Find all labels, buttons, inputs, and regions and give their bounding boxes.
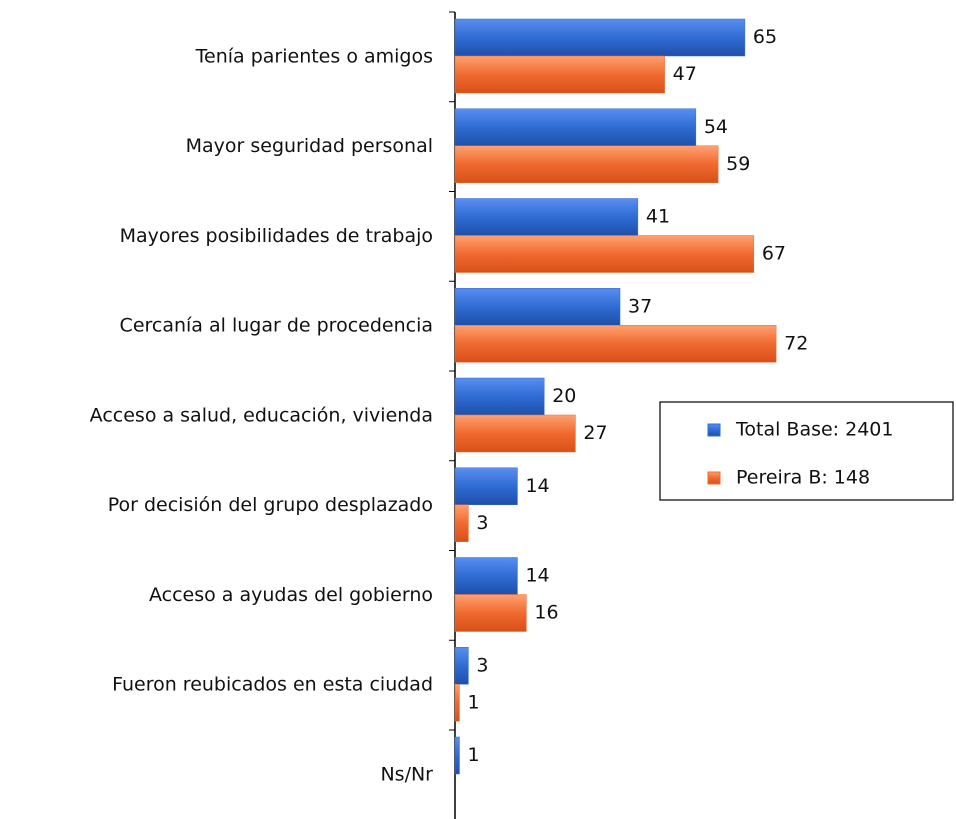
bar [454, 594, 527, 632]
bar [454, 18, 746, 57]
value-label: 41 [646, 206, 670, 228]
value-label: 14 [525, 565, 549, 587]
category-label: Mayores posibilidades de trabajo [120, 225, 433, 247]
value-label: 3 [476, 654, 488, 676]
bar [454, 198, 639, 236]
bar [454, 235, 755, 273]
bar [454, 414, 576, 453]
bar [454, 736, 460, 775]
value-label: 27 [583, 422, 607, 444]
category-label: Cercanía al lugar de procedencia [120, 315, 433, 337]
bar [454, 325, 777, 363]
value-label: 72 [784, 332, 808, 354]
value-label: 16 [534, 602, 558, 624]
category-label: Fueron reubicados en esta ciudad [112, 674, 433, 696]
value-label: 59 [726, 153, 750, 175]
bar [454, 145, 719, 183]
value-label: 47 [673, 63, 697, 85]
value-label: 20 [552, 385, 576, 407]
bar [454, 684, 460, 722]
value-label: 65 [753, 26, 777, 48]
value-label: 54 [704, 116, 728, 138]
bar [454, 108, 697, 146]
category-label: Tenía parientes o amigos [195, 45, 433, 67]
value-label: 3 [476, 512, 488, 534]
bar [454, 377, 545, 416]
bar [454, 504, 469, 542]
legend-label: Total Base: 2401 [735, 419, 893, 441]
category-label: Acceso a ayudas del gobierno [149, 584, 433, 606]
category-label: Mayor seguridad personal [186, 135, 433, 157]
value-label: 1 [467, 744, 479, 766]
value-label: 14 [525, 475, 549, 497]
legend-swatch [707, 423, 721, 437]
value-label: 67 [762, 243, 786, 265]
bar [454, 647, 469, 685]
bar [454, 55, 665, 94]
value-label: 37 [628, 295, 652, 317]
category-label: Acceso a salud, educación, vivienda [90, 404, 433, 426]
legend-swatch [707, 471, 721, 485]
bar [454, 467, 518, 505]
bar [454, 288, 621, 326]
legend-label: Pereira B: 148 [736, 467, 870, 489]
bar [454, 557, 518, 595]
category-label: Por decisión del grupo desplazado [108, 494, 433, 516]
value-label: 1 [467, 691, 479, 713]
category-label: Ns/Nr [380, 763, 433, 785]
